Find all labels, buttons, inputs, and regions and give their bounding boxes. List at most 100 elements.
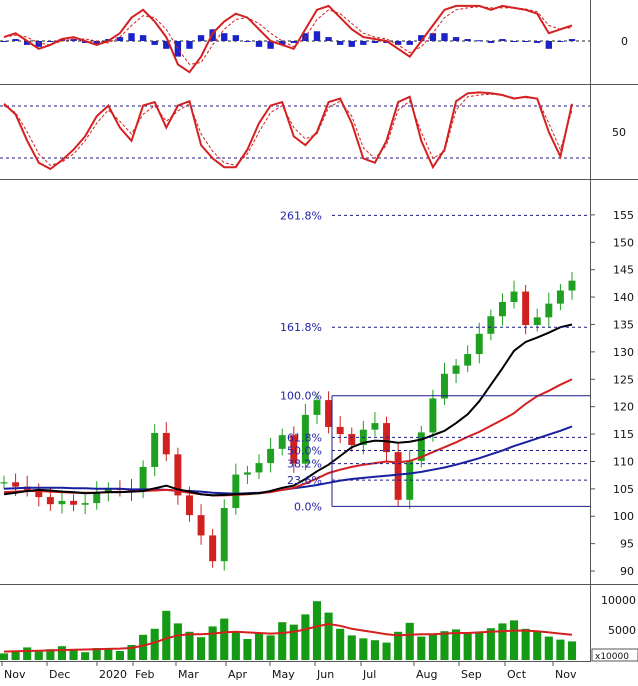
macd-histogram-bar xyxy=(279,41,286,45)
volume-bar xyxy=(231,631,240,660)
macd-histogram-bar xyxy=(476,40,483,42)
volume-bar xyxy=(208,626,217,660)
macd-histogram-bar xyxy=(0,41,8,42)
macd-histogram-bar xyxy=(510,41,518,42)
stochastic-panel: 50 xyxy=(0,91,626,171)
macd-histogram-bar xyxy=(47,41,54,42)
volume-bar xyxy=(394,631,403,660)
price-axis-tick-label: 95 xyxy=(620,538,634,551)
macd-histogram-bar xyxy=(232,35,240,41)
price-candle xyxy=(220,508,228,562)
price-candle xyxy=(313,400,321,415)
price-candle xyxy=(232,474,240,509)
volume-bar xyxy=(115,651,124,660)
volume-bar xyxy=(0,653,9,660)
price-candle xyxy=(336,426,344,435)
price-axis-tick-label: 100 xyxy=(613,510,634,523)
month-label: Jul xyxy=(362,668,376,681)
volume-bar xyxy=(417,636,426,660)
fibonacci-level-label: 23.6% xyxy=(287,474,322,487)
price-axis-tick-label: 90 xyxy=(620,565,634,578)
volume-bar xyxy=(509,620,519,660)
volume-bar xyxy=(301,614,310,660)
price-axis-tick-label: 110 xyxy=(613,455,634,468)
macd-histogram-bar xyxy=(418,35,425,41)
macd-histogram-bar xyxy=(325,37,332,41)
macd-histogram-bar xyxy=(313,31,321,41)
month-label: Nov xyxy=(4,668,26,681)
price-candle xyxy=(151,432,159,467)
stochastic-k-line xyxy=(3,91,573,171)
volume-bar xyxy=(567,641,577,660)
price-axis-tick-label: 145 xyxy=(613,264,634,277)
volume-bar xyxy=(556,639,565,660)
month-label: Dec xyxy=(49,668,70,681)
macd-histogram-bar xyxy=(406,41,413,45)
macd-axis-tick-label: 0 xyxy=(621,35,628,48)
volume-bar xyxy=(440,631,449,660)
macd-histogram-bar xyxy=(35,41,42,47)
volume-bar xyxy=(104,648,113,660)
macd-histogram-bar xyxy=(522,41,529,42)
volume-bar xyxy=(475,631,484,660)
price-candle xyxy=(162,432,170,455)
macd-histogram-bar xyxy=(93,41,100,45)
volume-bar xyxy=(139,634,148,660)
price-axis-tick-label: 125 xyxy=(613,373,634,386)
price-axis-tick-label: 120 xyxy=(613,401,634,414)
macd-histogram-bar xyxy=(568,39,576,41)
volume-bar xyxy=(370,640,379,660)
price-candle xyxy=(139,466,147,492)
price-candle xyxy=(174,454,182,496)
price-candle xyxy=(568,280,576,291)
macd-histogram-bar xyxy=(197,35,205,41)
price-candle xyxy=(0,482,8,484)
macd-histogram-bar xyxy=(128,33,135,41)
price-candle xyxy=(522,291,530,326)
price-candle xyxy=(70,500,78,505)
volume-bar xyxy=(452,629,461,660)
volume-bar xyxy=(34,651,43,660)
month-label: Nov xyxy=(555,668,577,681)
macd-histogram-bar xyxy=(394,41,402,45)
price-candle xyxy=(58,500,66,505)
macd-histogram-bar xyxy=(360,41,367,45)
macd-histogram-bar xyxy=(545,41,553,49)
volume-unit-label: x10000 xyxy=(595,652,629,662)
macd-histogram-bar xyxy=(429,33,437,41)
price-candle xyxy=(104,488,112,493)
volume-bar xyxy=(197,637,206,660)
volume-bar xyxy=(254,632,264,660)
volume-bar xyxy=(127,645,136,660)
volume-bar xyxy=(69,649,78,660)
price-candle xyxy=(510,291,518,302)
volume-unit-box xyxy=(591,648,638,662)
price-candle xyxy=(81,503,89,505)
price-axis-tick-label: 135 xyxy=(613,318,634,331)
macd-histogram-bar xyxy=(267,41,274,49)
fibonacci-level-label: 100.0% xyxy=(280,390,322,403)
month-label: Mar xyxy=(178,668,199,681)
month-label: Jun xyxy=(316,668,334,681)
price-candle xyxy=(498,302,506,317)
macd-histogram-bar xyxy=(163,41,170,49)
price-axis-tick-label: 155 xyxy=(613,209,634,222)
macd-histogram-bar xyxy=(23,41,31,45)
volume-bar xyxy=(336,628,345,660)
month-axis: Nov Dec 2020 Feb Mar Apr May Jun Jul Aug Sep Oct Nov xyxy=(1,661,577,681)
volume-bar xyxy=(347,635,356,660)
macd-histogram-bar xyxy=(557,41,564,42)
fibonacci-level-label: 0.0% xyxy=(294,500,322,513)
macd-histogram-bar xyxy=(221,33,228,41)
volume-bar xyxy=(81,652,90,660)
macd-histogram-bar xyxy=(371,41,379,43)
volume-bar xyxy=(11,651,20,660)
price-candle xyxy=(278,435,286,449)
volume-bar xyxy=(278,622,287,660)
macd-histogram-bar xyxy=(534,41,541,43)
macd-histogram-bar xyxy=(487,41,495,43)
stochastic-axis-tick-label: 50 xyxy=(612,126,626,139)
